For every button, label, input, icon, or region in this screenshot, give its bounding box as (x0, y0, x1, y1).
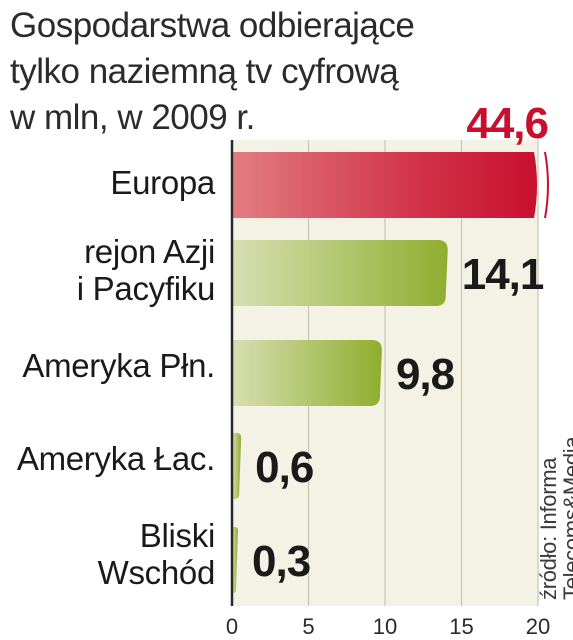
bar (232, 340, 382, 406)
category-label-line: Ameryka Łac. (16, 440, 215, 477)
category-label-line: Bliski (139, 517, 216, 554)
chart-title-line-3: w mln, w 2009 r. (10, 98, 255, 137)
category-label-azja-pacyfik: rejon Azji i Pacyfiku (76, 233, 216, 308)
source-line: źródło: Informa (536, 457, 561, 600)
category-label-europa: Europa (110, 164, 215, 202)
bar (232, 433, 242, 499)
bar-break-mark (544, 152, 549, 218)
data-label: 9,8 (396, 350, 455, 399)
data-label: 0,6 (255, 443, 313, 492)
chart-title-line-2: tylko naziemną tv cyfrową (10, 52, 399, 91)
category-label-ameryka-pln: Ameryka Płn. (22, 347, 215, 385)
source-line: Telecoms&Media (559, 436, 573, 600)
category-label-line: i Pacyfiku (76, 269, 216, 307)
bar (232, 527, 238, 593)
source-note: źródło: Informa Telecoms&Media (536, 436, 573, 600)
x-tick-label: 15 (449, 614, 473, 639)
data-label: 0,3 (252, 537, 310, 586)
category-label-line: Ameryka Płn. (22, 347, 215, 384)
x-tick-label: 0 (226, 614, 238, 639)
x-tick-label: 20 (526, 614, 550, 639)
category-label-line: Europa (110, 164, 215, 201)
data-label: 44,6 (466, 99, 548, 148)
category-label-ameryka-lac: Ameryka Łac. (16, 440, 215, 478)
category-label-line: Wschód (97, 553, 216, 591)
x-tick-label: 10 (373, 614, 397, 639)
x-tick-label: 5 (302, 614, 314, 639)
chart-title-line-1: Gospodarstwa odbierające (10, 6, 415, 45)
category-label-line: rejon Azji (84, 233, 215, 270)
bar (232, 240, 448, 306)
data-label: 14,1 (462, 250, 544, 299)
category-label-bliski-wschod: Bliski Wschód (97, 517, 216, 592)
bar-europa (232, 152, 537, 218)
